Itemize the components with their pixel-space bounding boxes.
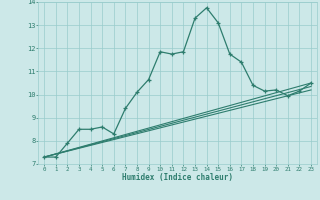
X-axis label: Humidex (Indice chaleur): Humidex (Indice chaleur) [122, 173, 233, 182]
